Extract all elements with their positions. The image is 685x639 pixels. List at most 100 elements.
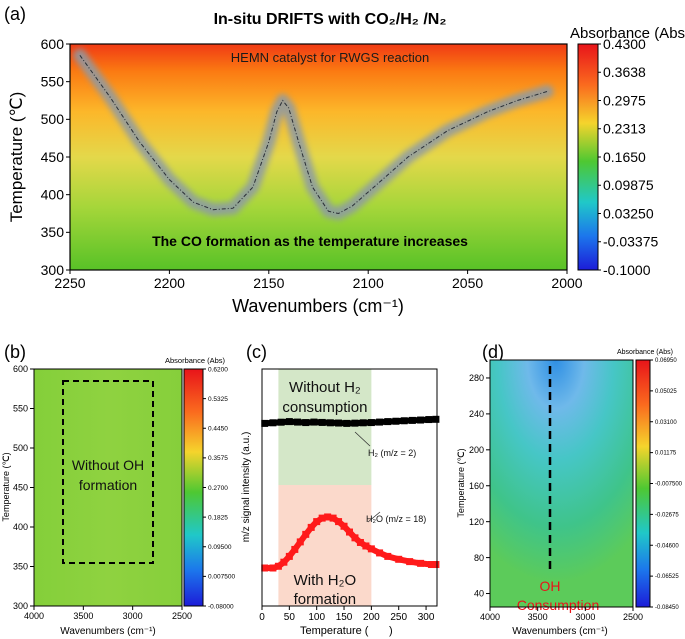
- x-tick-label: 100: [308, 612, 325, 623]
- panel-label: (c): [246, 342, 267, 362]
- panel-label: (b): [4, 342, 26, 362]
- data-point: [406, 558, 414, 566]
- data-point: [395, 555, 403, 563]
- colorbar-tick-label: -0.03375: [603, 234, 658, 250]
- colorbar-tick-label: -0.06525: [655, 574, 679, 580]
- series-label: H₂ (m/z = 2): [368, 448, 416, 458]
- annotation: HEMN catalyst for RWGS reaction: [231, 50, 429, 65]
- x-tick-label: 3500: [528, 612, 548, 622]
- colorbar-tick-label: 0.3638: [603, 64, 646, 80]
- colorbar-tick-label: -0.08450: [655, 605, 679, 611]
- colorbar-tick-label: 0.6200: [208, 366, 228, 373]
- data-point: [417, 559, 425, 567]
- x-tick-label: 0: [259, 612, 265, 623]
- colorbar-tick-label: 0.1650: [603, 149, 646, 165]
- colorbar-label: Absorbance (Abs): [165, 356, 226, 365]
- data-point: [376, 549, 384, 557]
- colorbar: [183, 368, 204, 607]
- dashed-region: [62, 380, 154, 564]
- data-point: [285, 552, 293, 560]
- y-tick-label: 120: [469, 517, 484, 527]
- x-tick-label: 3000: [575, 612, 595, 622]
- x-tick-label: 300: [418, 612, 435, 623]
- y-tick-label: 450: [13, 483, 28, 493]
- data-point: [261, 564, 269, 572]
- colorbar: [577, 43, 599, 271]
- colorbar-tick-label: 0.06950: [655, 358, 677, 364]
- x-tick-label: 2150: [253, 275, 284, 291]
- data-point: [269, 564, 277, 572]
- y-tick-label: 550: [13, 404, 28, 414]
- x-tick-label: 2000: [551, 275, 582, 291]
- y-tick-label: 450: [41, 149, 65, 165]
- data-point: [291, 545, 299, 553]
- y-axis-label: Temperature (℃): [456, 448, 466, 517]
- x-tick-label: 250: [390, 612, 407, 623]
- colorbar-tick-label: 0.5325: [208, 396, 228, 403]
- x-axis-label: Wavenumbers (cm⁻¹): [60, 626, 155, 637]
- colorbar-tick-label: 0.4450: [208, 426, 228, 433]
- data-point: [285, 418, 293, 426]
- data-point: [294, 418, 302, 426]
- data-point: [326, 419, 334, 427]
- plot-frame: [489, 359, 634, 608]
- panel-label: (d): [482, 342, 504, 362]
- annotation: With H₂O: [294, 572, 357, 589]
- colorbar-tick-label: 0.03250: [603, 205, 654, 221]
- data-point: [367, 545, 375, 553]
- chart-title: In-situ DRIFTS with CO₂/H₂ /N₂: [214, 11, 447, 28]
- heatmap-b: [34, 369, 182, 606]
- y-tick-label: 600: [13, 364, 28, 374]
- y-tick-label: 300: [13, 601, 28, 611]
- colorbar-tick-label: 0.05025: [655, 389, 677, 395]
- data-point: [432, 415, 440, 423]
- x-tick-label: 3000: [123, 611, 143, 621]
- colorbar-tick-label: 0.09500: [208, 544, 232, 551]
- data-point: [274, 562, 282, 570]
- colorbar-tick-label: 0.2700: [208, 485, 228, 492]
- data-point: [362, 542, 370, 550]
- series-label: H₂O (m/z = 18): [366, 514, 426, 524]
- data-point: [302, 419, 310, 427]
- data-point: [384, 418, 392, 426]
- colorbar-tick-label: 0.3575: [208, 455, 228, 462]
- data-point: [277, 418, 285, 426]
- shaded-region-h2: [278, 369, 372, 485]
- x-tick-label: 4000: [480, 612, 500, 622]
- colorbar-tick-label: 0.03100: [655, 420, 677, 426]
- data-point: [318, 418, 326, 426]
- data-point: [356, 538, 364, 546]
- data-point: [335, 419, 343, 427]
- data-point: [335, 518, 343, 526]
- y-tick-label: 200: [469, 445, 484, 455]
- y-tick-label: 40: [474, 589, 484, 599]
- colorbar: [635, 359, 651, 608]
- plot-frame: [261, 368, 438, 607]
- data-point: [432, 561, 440, 569]
- data-point: [329, 514, 337, 522]
- x-tick-label: 2200: [154, 275, 185, 291]
- annotation: Without H₂: [289, 379, 361, 396]
- x-tick-label: 2250: [54, 275, 85, 291]
- heatmap-d: [490, 360, 633, 607]
- data-point: [359, 419, 367, 427]
- x-tick-label: 2100: [353, 275, 384, 291]
- colorbar-tick-label: -0.02675: [655, 512, 679, 518]
- x-tick-label: 2500: [623, 612, 643, 622]
- x-tick-label: 200: [363, 612, 380, 623]
- data-point: [351, 419, 359, 427]
- x-tick-label: 2050: [452, 275, 483, 291]
- colorbar-label: Absorbance (Abs): [570, 25, 685, 42]
- shaded-region-h2o: [278, 485, 372, 606]
- annotation: OH: [540, 578, 561, 594]
- y-axis-label: m/z signal intensity (a.u.): [241, 432, 252, 543]
- data-point: [392, 417, 400, 425]
- y-tick-label: 160: [469, 481, 484, 491]
- data-point: [376, 418, 384, 426]
- data-point: [384, 552, 392, 560]
- x-tick-label: 2500: [172, 611, 192, 621]
- colorbar-tick-label: 0.4300: [603, 36, 646, 52]
- trace-line: [79, 55, 548, 215]
- colorbar-tick-label: 0.1825: [208, 514, 228, 521]
- annotation: consumption: [282, 399, 367, 416]
